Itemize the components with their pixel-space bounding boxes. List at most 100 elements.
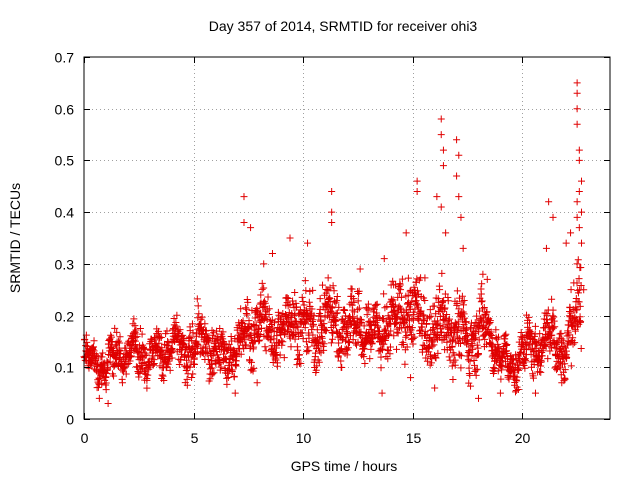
data-point [132,333,140,341]
data-point [495,333,503,341]
data-point [190,360,198,368]
data-point [571,339,579,347]
data-point [342,333,350,341]
data-point [277,313,285,321]
data-point [437,203,445,211]
data-point [400,320,408,328]
data-point [475,328,483,336]
data-point [188,373,196,381]
data-point [567,309,575,317]
data-point [294,355,302,363]
data-point [251,338,259,346]
data-point [423,357,431,365]
data-point [356,320,364,328]
data-point [293,355,301,363]
data-point [434,317,442,325]
data-point [330,287,338,295]
data-point [237,305,245,313]
data-point [426,313,434,321]
data-point [447,319,455,327]
data-point [157,334,165,342]
y-tick-label: 0 [66,412,74,428]
data-point [172,322,180,330]
data-point [470,361,478,369]
data-point [149,360,157,368]
data-point [410,311,418,319]
data-point [246,357,254,365]
data-point [413,187,421,195]
data-point [422,319,430,327]
data-point [198,313,206,321]
data-point [483,275,491,283]
data-point [477,290,485,298]
data-point [483,340,491,348]
data-point [464,356,472,364]
data-point [99,349,107,357]
data-point [210,369,218,377]
data-point [557,329,565,337]
data-point [418,346,426,354]
data-point [293,322,301,330]
data-point [394,329,402,337]
data-point [457,364,465,372]
data-point [391,301,399,309]
data-point [479,270,487,278]
data-point [409,335,417,343]
data-point [113,342,121,350]
data-point [414,287,422,295]
data-point [194,302,202,310]
data-point [274,308,282,316]
data-point [333,297,341,305]
data-point [193,295,201,303]
data-point [404,312,412,320]
data-point [309,331,317,339]
data-point [158,371,166,379]
data-point [102,369,110,377]
data-point [478,280,486,288]
data-point [130,315,138,323]
data-point [183,375,191,383]
data-point [339,316,347,324]
data-point [123,360,131,368]
data-point [187,345,195,353]
data-point [177,356,185,364]
data-point [130,336,138,344]
data-point [448,329,456,337]
data-point [150,360,158,368]
data-point [279,338,287,346]
data-point [438,269,446,277]
data-point [431,384,439,392]
data-point [414,303,422,311]
data-point [265,311,273,319]
data-point [305,298,313,306]
data-point [575,298,583,306]
data-point [577,345,585,353]
data-point [363,311,371,319]
data-point [455,323,463,331]
data-point [102,373,110,381]
data-point [377,364,385,372]
data-point [445,353,453,361]
data-point [333,292,341,300]
y-axis-label: SRMTID / TECUs [7,183,23,293]
data-point [470,335,478,343]
data-point [332,310,340,318]
data-point [575,146,583,154]
data-point [564,339,572,347]
data-point [573,105,581,113]
data-point [562,347,570,355]
data-point [354,297,362,305]
data-point [553,357,561,365]
data-point [316,347,324,355]
data-point [441,304,449,312]
data-point [305,347,313,355]
data-point [202,349,210,357]
data-point [422,354,430,362]
data-point [230,373,238,381]
data-point [262,347,270,355]
data-point [102,386,110,394]
data-point [474,351,482,359]
data-point [549,306,557,314]
data-point [317,312,325,320]
data-point [486,317,494,325]
